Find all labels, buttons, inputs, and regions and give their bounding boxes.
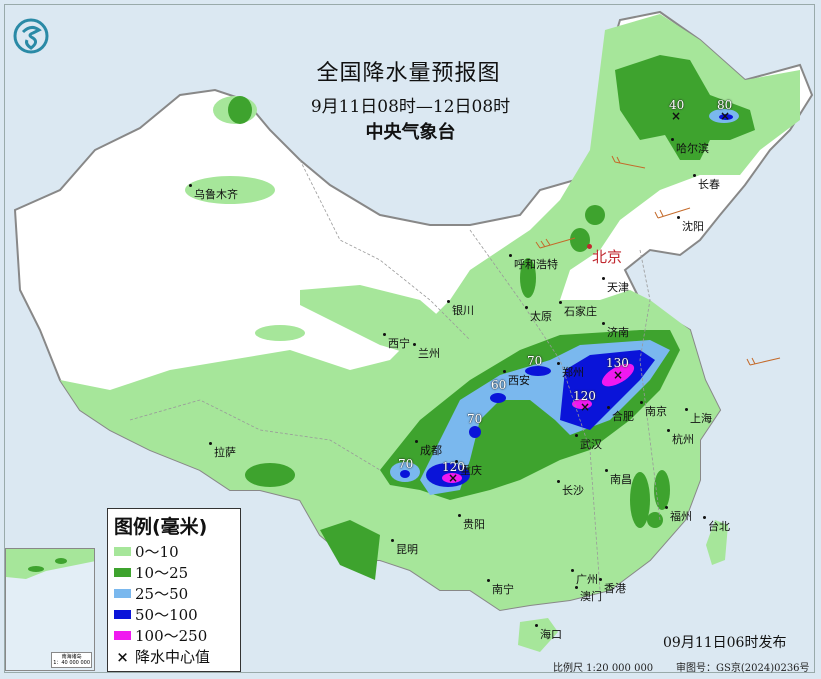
wind-barbs: [535, 155, 781, 366]
issuer: 中央气象台: [365, 122, 456, 143]
taiwan-island: [706, 520, 728, 565]
map-scale: 比例尺 1:20 000 000: [553, 663, 654, 674]
city-label: 呼和浩特: [509, 254, 558, 271]
city-label: 台北: [703, 516, 730, 533]
legend-label: 10～25: [135, 564, 189, 582]
inset-title: 南海诸岛: [61, 654, 82, 660]
legend-label: 0～10: [135, 543, 179, 561]
city-label: 拉萨: [209, 442, 236, 459]
rain-center-value: 60: [491, 378, 507, 392]
city-label: 哈尔滨: [671, 138, 709, 155]
city-label: 武汉: [575, 434, 602, 451]
province-borders: [129, 159, 661, 591]
city-label: 澳门: [575, 586, 602, 603]
publish-time: 09月11日06时发布: [663, 635, 787, 651]
city-label: 成都: [415, 440, 442, 457]
legend-item: × 降水中心值: [114, 646, 234, 667]
rain-center-value: 70: [398, 457, 414, 471]
map-title: 全国降水量预报图: [316, 61, 501, 86]
city-label: 重庆: [455, 460, 482, 477]
legend-label: 50～100: [135, 606, 198, 624]
legend-swatch: [114, 610, 131, 619]
city-label: 长沙: [557, 480, 584, 497]
rain-center-marker: ×: [613, 368, 624, 382]
city-label: 郑州: [557, 362, 584, 379]
rain-center-marker: ×: [580, 400, 591, 414]
city-label: 香港: [599, 578, 626, 595]
city-label: 银川: [447, 300, 474, 317]
city-label: 昆明: [391, 539, 418, 556]
rain-center-value: 40: [669, 98, 685, 112]
map-approval-number: 审图号：GS京(2024)0236号: [676, 663, 810, 674]
legend-item: 100～250: [114, 625, 234, 646]
legend-swatch: [114, 589, 131, 598]
city-label: 上海: [685, 408, 712, 425]
legend-label: 100～250: [135, 627, 208, 645]
inset-scale: 南海诸岛 1：40 000 000: [51, 652, 92, 668]
rain-center-marker: ×: [671, 109, 682, 123]
rain-center-marker: ×: [448, 471, 459, 485]
legend-item: 50～100: [114, 604, 234, 625]
city-label: 济南: [602, 322, 629, 339]
city-label: 海口: [535, 624, 562, 641]
city-label: 杭州: [667, 429, 694, 446]
forecast-period: 9月11日08时—12日08时: [310, 97, 511, 117]
city-label: 南昌: [605, 469, 632, 486]
city-label: 合肥: [607, 406, 634, 423]
city-label: 太原: [525, 306, 552, 323]
hainan-island: [518, 618, 558, 652]
city-label: 西宁: [383, 333, 410, 350]
inset-map: [6, 549, 94, 579]
legend-item: 0～10: [114, 541, 234, 562]
city-label: 贵阳: [458, 514, 485, 531]
city-label: 西安: [503, 370, 530, 387]
legend-label: 降水中心值: [135, 648, 211, 666]
rain-center-value: 80: [717, 98, 733, 112]
city-label: 石家庄: [559, 301, 597, 318]
legend-item: 25～50: [114, 583, 234, 604]
rain-center-value: 70: [467, 412, 483, 426]
rain-center-value: 70: [527, 354, 543, 368]
rain-center-value: 130: [606, 356, 629, 370]
south-china-sea-inset: 南海诸岛 1：40 000 000: [5, 548, 95, 671]
legend-swatch: [114, 568, 131, 577]
legend: 图例(毫米) 0～10 10～25 25～50 50～100 100～250 ×…: [107, 508, 241, 672]
city-label: 南宁: [487, 579, 514, 596]
legend-title: 图例(毫米): [114, 516, 208, 538]
legend-item: 10～25: [114, 562, 234, 583]
legend-swatch: [114, 547, 131, 556]
rain-center-value: 120: [442, 460, 465, 474]
city-label: 南京: [640, 401, 667, 418]
rain-center-marker-icon: ×: [116, 647, 129, 666]
city-label: 天津: [602, 277, 629, 294]
legend-swatch: [114, 631, 131, 640]
rain-center-value: 120: [573, 389, 596, 403]
city-label: 兰州: [413, 343, 440, 360]
city-label: 沈阳: [677, 216, 704, 233]
rain-zone-100-250: [442, 363, 635, 483]
cma-logo-icon: [13, 18, 49, 54]
capital-label: 北京: [586, 244, 623, 266]
city-label: 福州: [665, 506, 692, 523]
inset-scale-value: 1：40 000 000: [53, 660, 90, 666]
city-label: 广州: [571, 569, 598, 586]
rain-center-marker: ×: [720, 109, 731, 123]
legend-label: 25～50: [135, 585, 189, 603]
city-label: 长春: [693, 174, 720, 191]
city-label: 乌鲁木齐: [189, 184, 238, 201]
